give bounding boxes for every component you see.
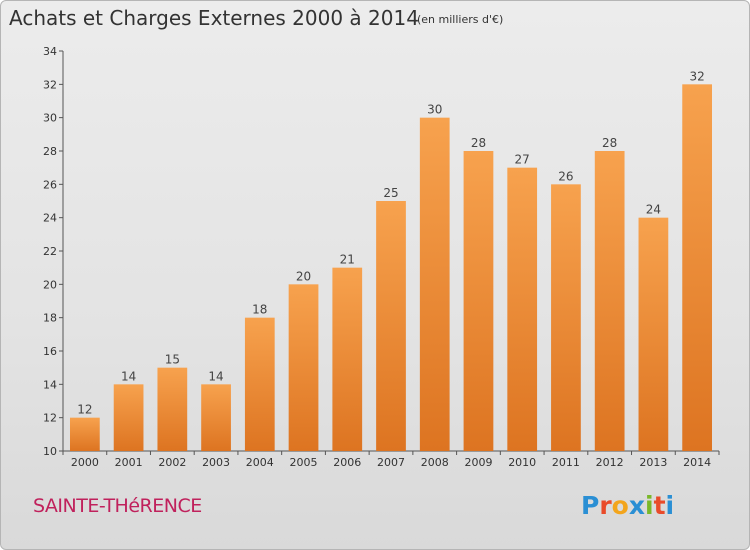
- x-tick-label: 2002: [158, 456, 186, 469]
- x-tick-label: 2012: [596, 456, 624, 469]
- x-tick-label: 2006: [333, 456, 361, 469]
- chart-title: Achats et Charges Externes 2000 à 2014: [9, 6, 419, 30]
- bar: [507, 167, 538, 451]
- data-label: 18: [252, 303, 267, 317]
- data-label: 28: [471, 136, 486, 150]
- bar: [201, 384, 231, 451]
- y-tick-label: 28: [43, 145, 57, 158]
- y-tick-label: 34: [43, 45, 57, 58]
- chart-subtitle: (en milliers d'€): [417, 13, 504, 26]
- data-label: 24: [646, 203, 661, 217]
- bar: [682, 84, 713, 451]
- data-label: 21: [340, 253, 355, 267]
- y-tick-label: 24: [43, 212, 57, 225]
- y-tick-label: 14: [43, 378, 57, 391]
- x-tick-label: 2004: [246, 456, 274, 469]
- data-label: 26: [558, 169, 573, 183]
- bar: [113, 384, 144, 451]
- x-tick-label: 2008: [421, 456, 449, 469]
- data-label: 25: [383, 186, 398, 200]
- data-label: 30: [427, 103, 442, 117]
- bar: [638, 217, 669, 451]
- y-tick-label: 26: [43, 178, 57, 191]
- data-label: 12: [77, 403, 92, 417]
- bar: [157, 367, 188, 451]
- y-tick-label: 30: [43, 112, 57, 125]
- x-tick-label: 2010: [508, 456, 536, 469]
- x-tick-label: 2005: [290, 456, 318, 469]
- y-tick-label: 18: [43, 312, 57, 325]
- y-tick-label: 22: [43, 245, 57, 258]
- y-tick-label: 12: [43, 412, 57, 425]
- bar: [419, 117, 450, 452]
- y-tick-label: 32: [43, 78, 57, 91]
- bar: [376, 201, 406, 451]
- x-tick-label: 2011: [552, 456, 580, 469]
- data-label: 14: [208, 369, 223, 383]
- data-label: 27: [515, 153, 530, 167]
- bar: [594, 151, 625, 451]
- bar: [332, 267, 363, 451]
- data-label: 28: [602, 136, 617, 150]
- x-tick-label: 2001: [115, 456, 143, 469]
- x-tick-label: 2014: [683, 456, 711, 469]
- bar: [463, 151, 494, 451]
- y-tick-label: 20: [43, 278, 57, 291]
- data-label: 15: [165, 353, 180, 367]
- town-name: SAINTE-THéRENCE: [33, 495, 202, 517]
- bar: [244, 317, 275, 451]
- x-tick-label: 2007: [377, 456, 405, 469]
- y-tick-label: 16: [43, 345, 57, 358]
- data-label: 20: [296, 269, 311, 283]
- data-label: 32: [689, 69, 704, 83]
- bar: [69, 417, 100, 451]
- x-tick-label: 2013: [639, 456, 667, 469]
- bar: [551, 184, 581, 452]
- y-tick-label: 10: [43, 445, 57, 458]
- data-label: 14: [121, 369, 136, 383]
- proxiti-logo: Proxiti: [581, 491, 675, 520]
- x-tick-label: 2000: [71, 456, 99, 469]
- x-tick-label: 2003: [202, 456, 230, 469]
- bar: [288, 284, 319, 451]
- x-tick-label: 2009: [464, 456, 492, 469]
